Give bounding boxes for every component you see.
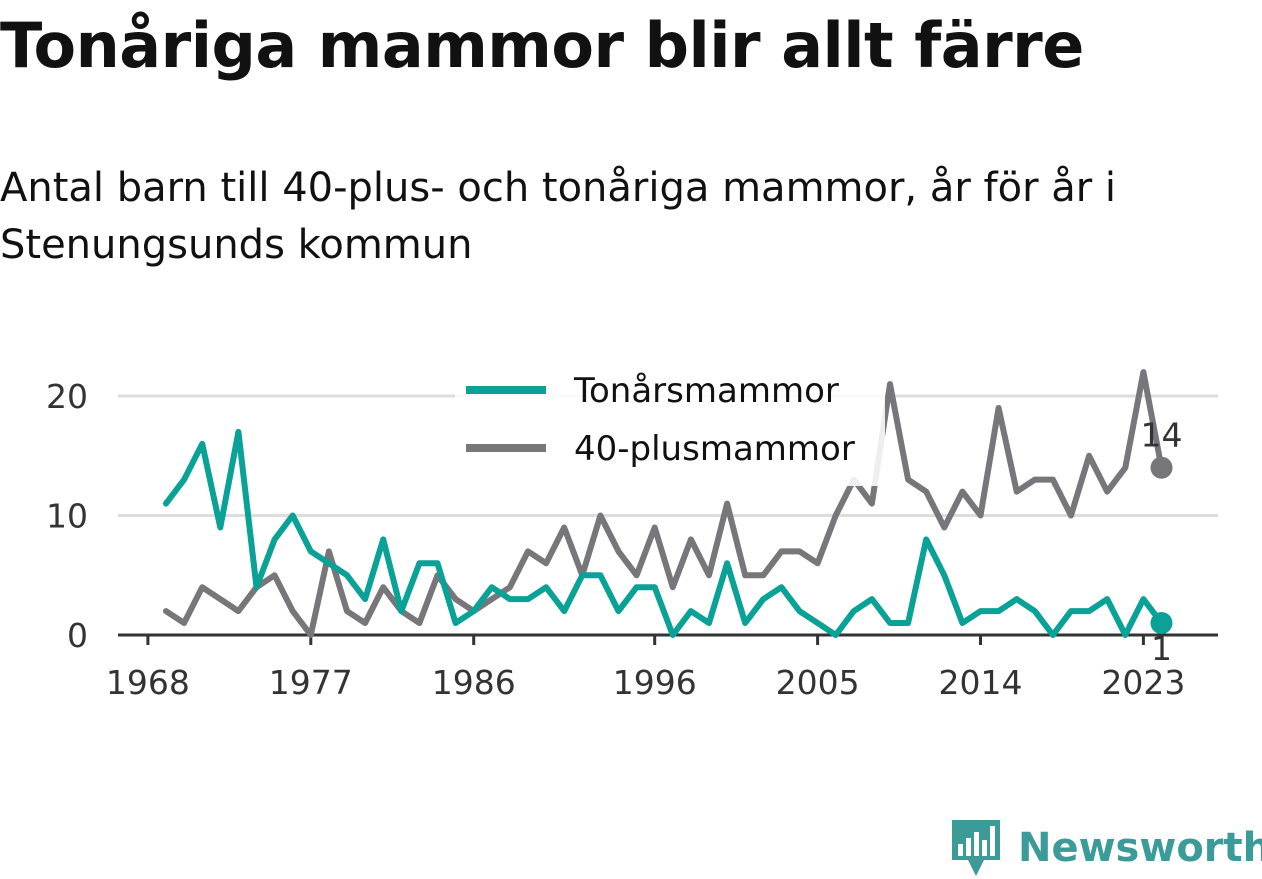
chart-subtitle: Antal barn till 40-plus- och tonåriga ma… xyxy=(0,165,1117,268)
series-end-point xyxy=(1150,612,1173,635)
x-tick-label: 2005 xyxy=(776,663,860,702)
series-line-tonarsmammor xyxy=(163,428,1165,638)
brand-name: Newsworthy xyxy=(1018,825,1262,871)
y-tick-label: 0 xyxy=(67,616,88,655)
x-tick-label: 1986 xyxy=(432,663,516,702)
legend-label: Tonårsmammor xyxy=(573,371,839,411)
series-end-point xyxy=(1150,456,1173,479)
y-tick-label: 20 xyxy=(46,377,88,416)
series-line-40-plusmammor xyxy=(163,369,1165,638)
x-tick-label: 1996 xyxy=(613,663,697,702)
x-tick-label: 1977 xyxy=(269,663,353,702)
newsworthy-brand: Newsworthy xyxy=(950,818,1262,878)
x-tick-label: 2023 xyxy=(1101,663,1185,702)
x-tick-label: 1968 xyxy=(106,663,190,702)
legend-label: 40-plusmammor xyxy=(574,429,855,469)
y-tick-label: 10 xyxy=(46,497,88,536)
series-end-label: 1 xyxy=(1151,629,1172,668)
chart-title: Tonåriga mammor blir allt färre xyxy=(0,9,1084,82)
series-end-label: 14 xyxy=(1141,416,1183,455)
newsworthy-bar-chart-logo-icon xyxy=(952,820,1000,876)
x-tick-label: 2014 xyxy=(939,663,1023,702)
